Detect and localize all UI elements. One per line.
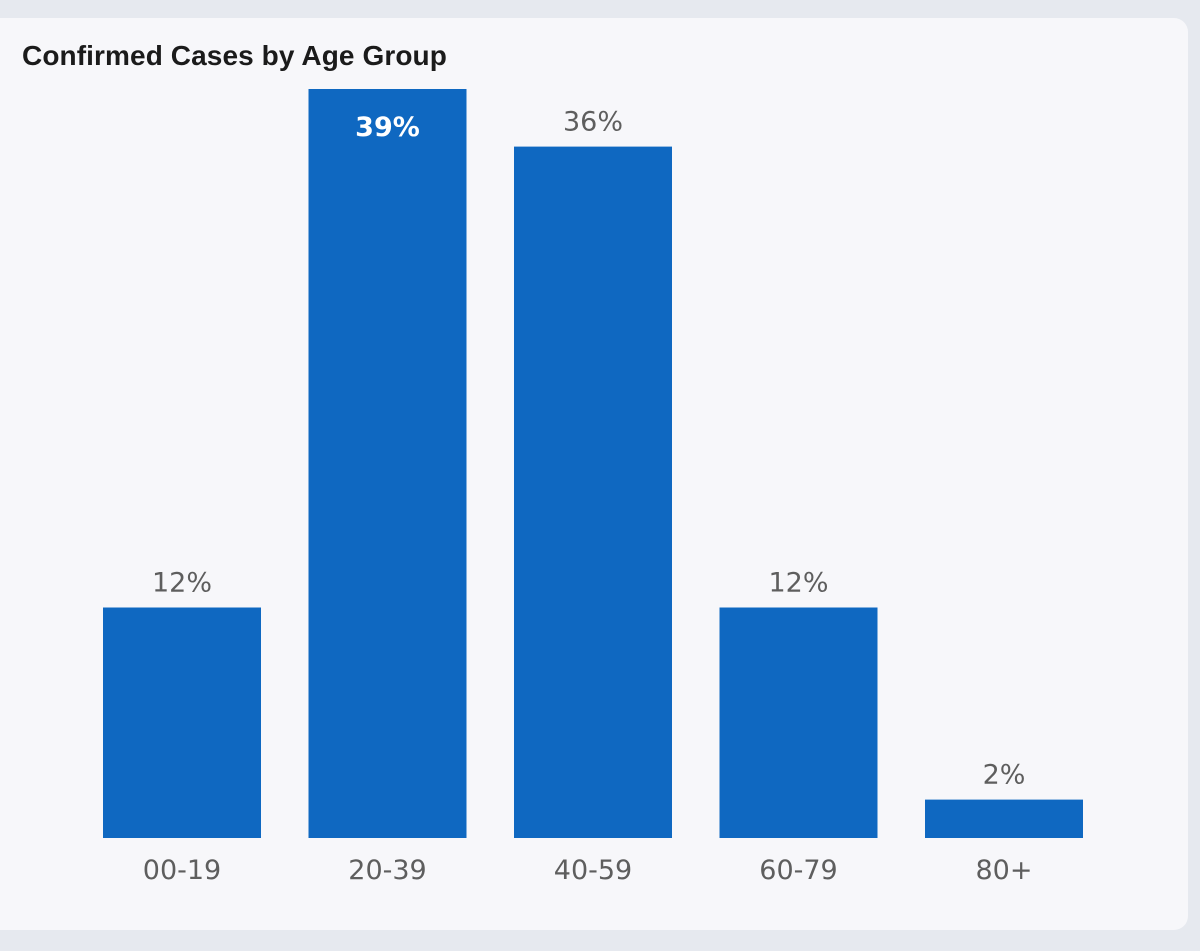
bar-60-79[interactable] <box>719 607 878 839</box>
x-tick-label-80+: 80+ <box>976 855 1033 886</box>
x-tick-label-40-59: 40-59 <box>554 855 632 886</box>
chart-title: Confirmed Cases by Age Group <box>22 40 447 71</box>
data-label-60-79: 12% <box>768 568 828 599</box>
bar-20-39[interactable] <box>308 89 467 838</box>
data-label-40-59: 36% <box>563 107 623 138</box>
bar-80+[interactable] <box>925 799 1083 838</box>
x-tick-label-60-79: 60-79 <box>759 855 837 886</box>
x-tick-label-20-39: 20-39 <box>348 855 426 886</box>
data-label-20-39: 39% <box>355 112 420 143</box>
bar-00-19[interactable] <box>103 607 261 839</box>
bar-40-59[interactable] <box>514 146 672 839</box>
data-label-80+: 2% <box>983 760 1026 791</box>
x-tick-label-00-19: 00-19 <box>143 855 221 886</box>
data-label-00-19: 12% <box>152 568 212 599</box>
